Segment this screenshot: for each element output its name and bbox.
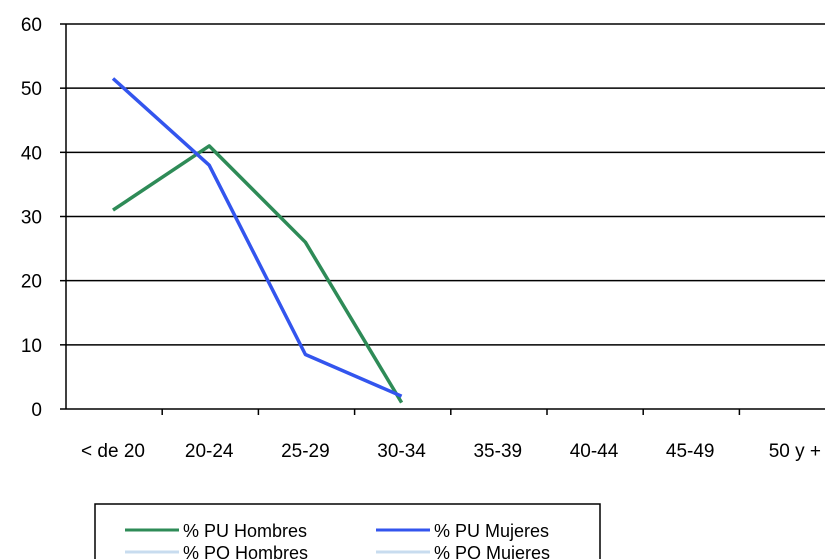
legend-label: % PU Hombres: [183, 521, 307, 541]
series-line--pu-mujeres: [111, 77, 403, 398]
series-lines: [111, 77, 404, 404]
x-tick-label: 20-24: [185, 441, 234, 462]
x-tick-label: 40-44: [570, 441, 619, 462]
legend-label: % PU Mujeres: [434, 521, 549, 541]
y-tick-label: 40: [21, 143, 42, 164]
x-tick-label: 30-34: [377, 441, 426, 462]
series-line--pu-hombres: [112, 144, 404, 404]
x-axis-ticks: < de 20 20-24 25-29 30-34 35-39 40-44 45-49 50 …: [81, 409, 821, 462]
y-tick-label: 20: [21, 272, 42, 293]
y-tick-label: 60: [21, 15, 42, 36]
x-tick-label: 35-39: [473, 441, 522, 462]
x-tick-label: 25-29: [281, 441, 330, 462]
y-axis-ticks: 0 10 20 30 40 50 60: [21, 15, 66, 421]
legend: % PU Hombres % PU Mujeres % PO Hombres % PO…: [94, 503, 601, 559]
x-tick-label: < de 20: [81, 441, 145, 462]
x-tick-label: 45-49: [666, 441, 715, 462]
legend-label: % PO Hombres: [183, 543, 308, 559]
legend-box: [94, 503, 601, 559]
y-tick-label: 0: [31, 400, 42, 421]
y-tick-label: 10: [21, 336, 42, 357]
x-tick-label: 50 y +: [769, 441, 821, 462]
legend-label: % PO Mujeres: [434, 543, 550, 559]
gridlines: [66, 23, 825, 346]
y-tick-label: 50: [21, 79, 42, 100]
y-tick-label: 30: [21, 208, 42, 229]
